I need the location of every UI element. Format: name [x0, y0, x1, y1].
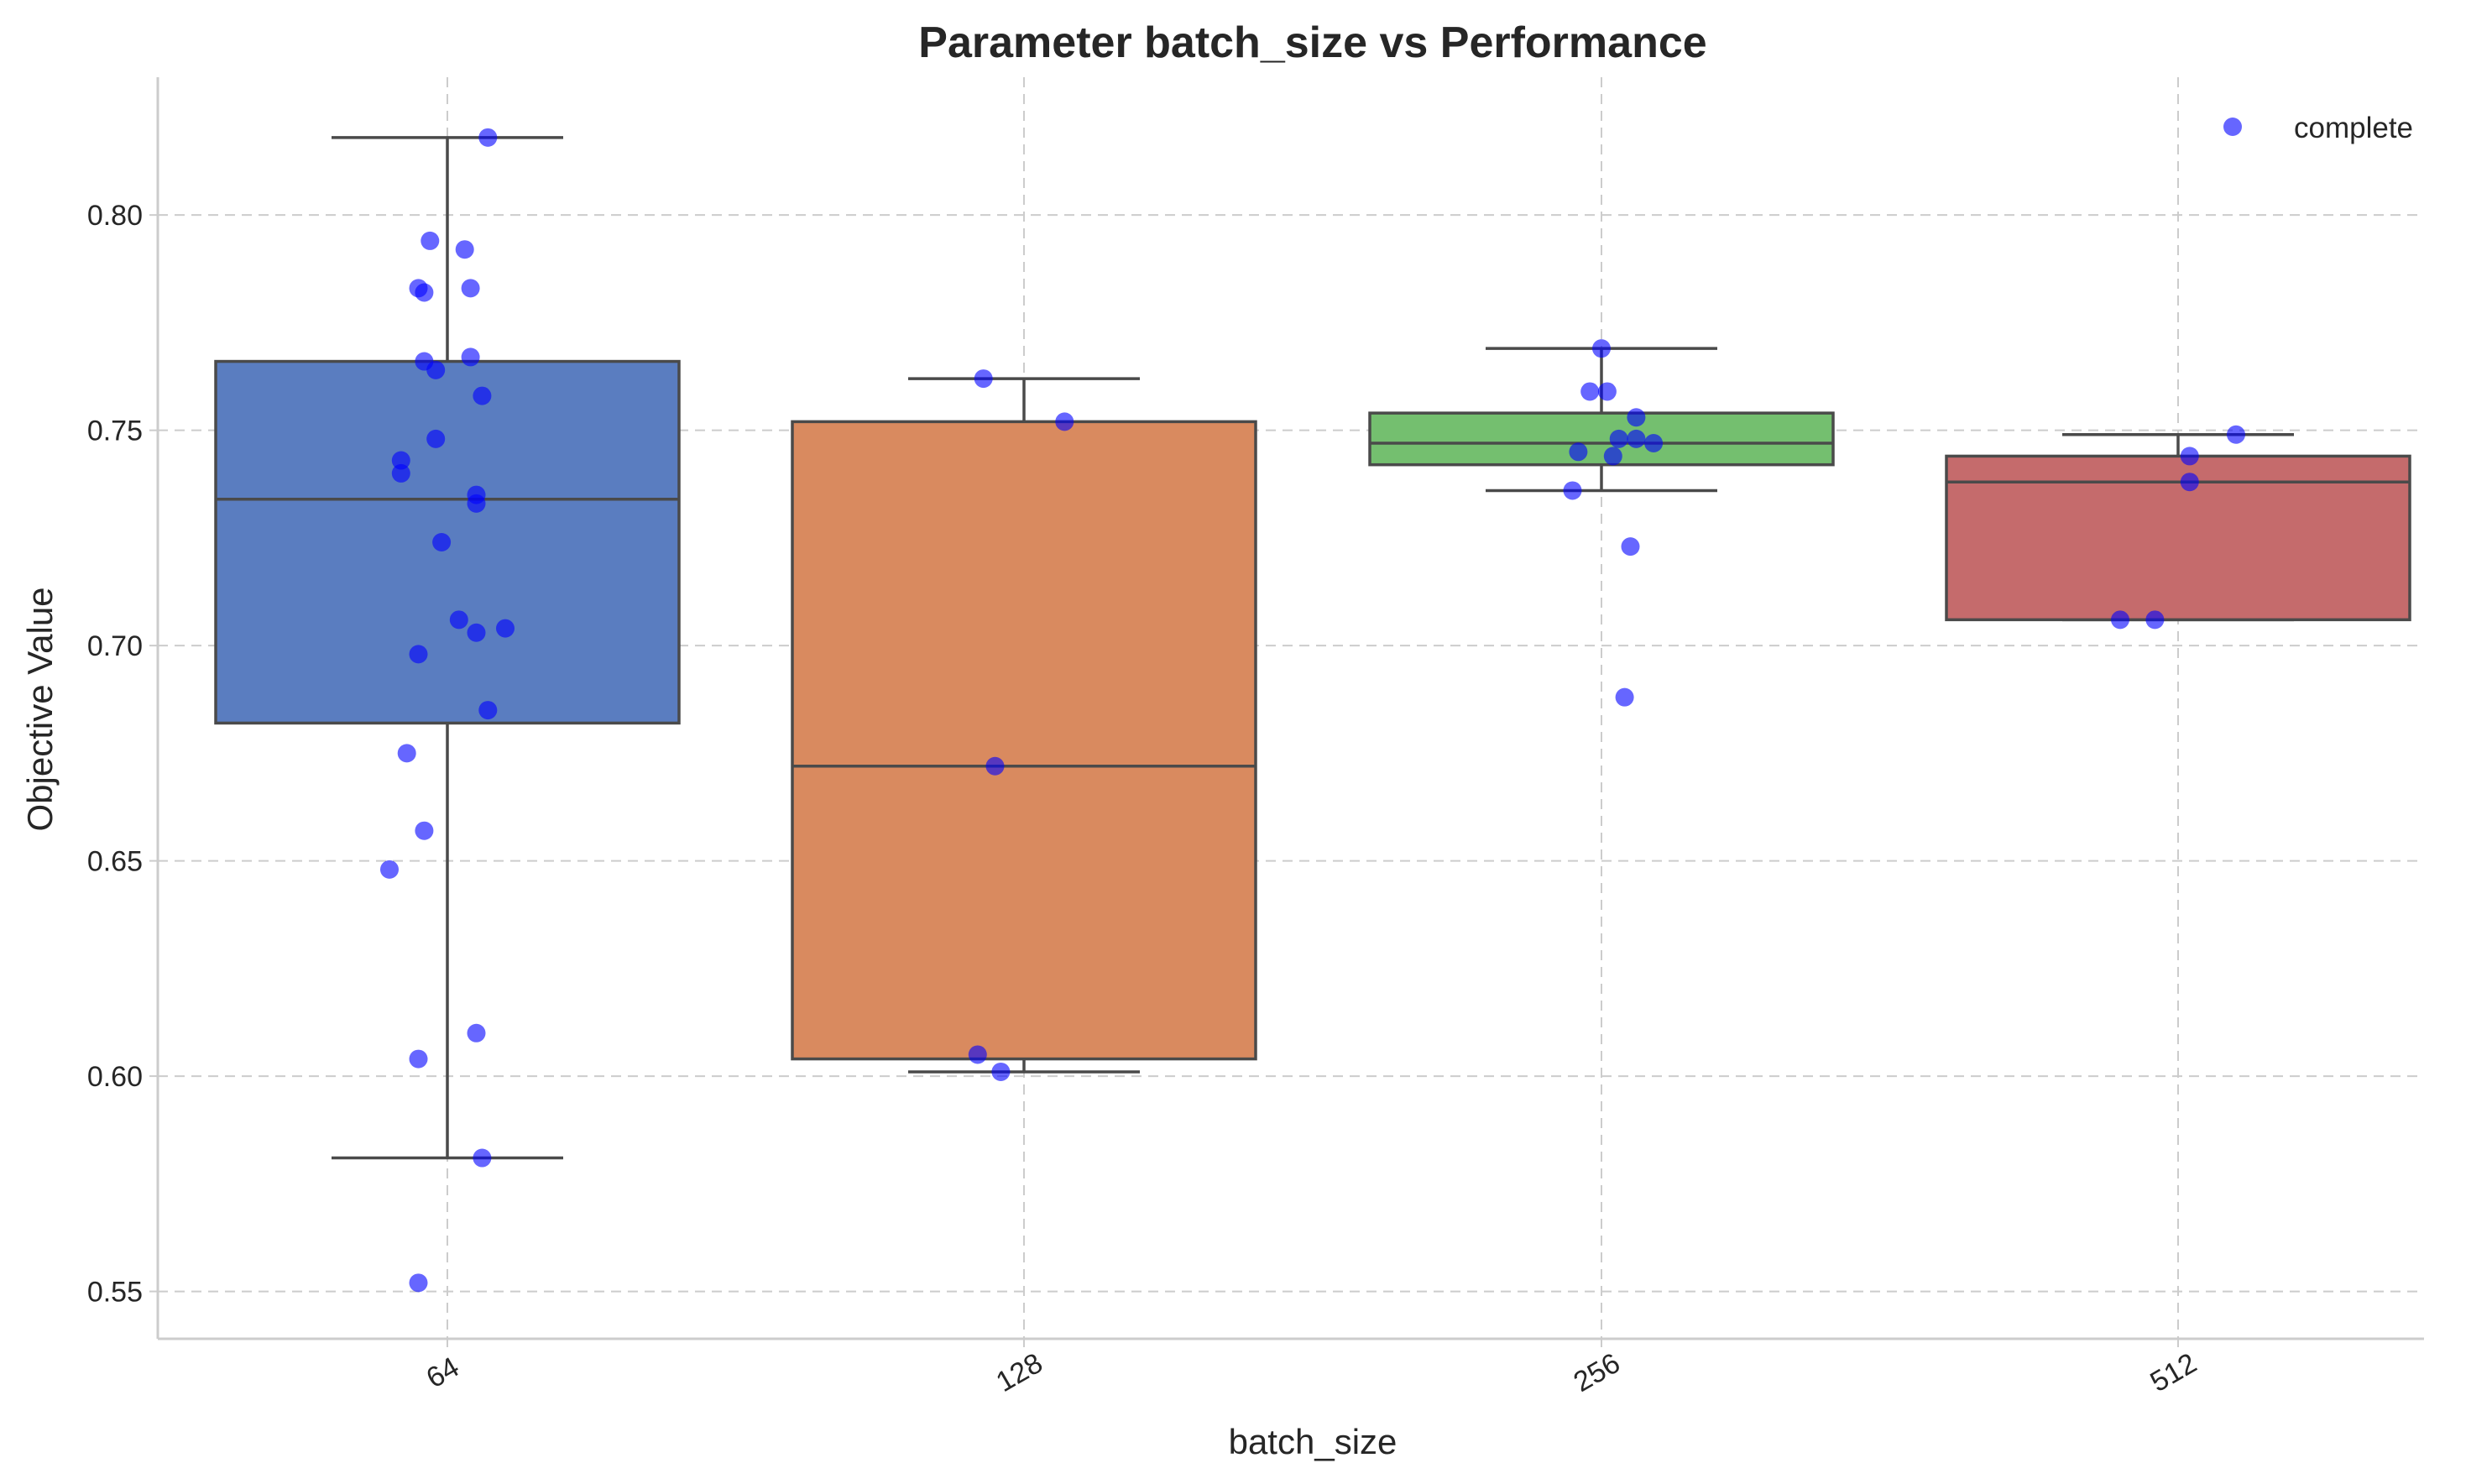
- data-point: [462, 279, 480, 297]
- legend-marker-complete: [2223, 118, 2242, 136]
- data-point: [1055, 412, 1074, 431]
- data-point: [2227, 426, 2245, 444]
- data-point: [986, 757, 1005, 776]
- data-point: [410, 1050, 428, 1069]
- data-point: [2181, 447, 2199, 465]
- y-tick-label: 0.55: [87, 1277, 143, 1309]
- data-point: [1564, 481, 1582, 499]
- data-point: [2111, 610, 2129, 629]
- data-point: [410, 645, 428, 663]
- legend-label-complete: complete: [2294, 112, 2413, 144]
- data-point: [432, 533, 451, 551]
- legend: complete: [2223, 112, 2413, 144]
- data-point: [1610, 430, 1628, 448]
- x-axis-label: batch_size: [1229, 1422, 1398, 1461]
- data-point: [415, 822, 433, 840]
- box-256: [1370, 348, 1833, 490]
- data-point: [473, 387, 491, 405]
- data-point: [2181, 473, 2199, 491]
- data-point: [1592, 339, 1611, 358]
- data-point: [473, 1149, 491, 1168]
- data-point: [421, 232, 439, 250]
- y-axis-label: Objective Value: [20, 587, 60, 831]
- data-point: [1604, 447, 1622, 465]
- data-point: [426, 430, 445, 448]
- x-tick-labels: 64 128 256 512: [421, 1339, 2202, 1398]
- y-tick-labels: 0.55 0.60 0.65 0.70 0.75 0.80: [87, 200, 158, 1308]
- data-point: [1580, 382, 1599, 400]
- data-point: [1627, 430, 1645, 448]
- data-point: [468, 624, 486, 642]
- data-point: [450, 610, 468, 629]
- data-point: [974, 369, 993, 388]
- data-point: [468, 494, 486, 513]
- box-body: [1370, 413, 1833, 465]
- box-layer: [216, 138, 2410, 1158]
- box-128: [792, 379, 1256, 1072]
- data-point: [392, 464, 410, 483]
- data-point: [478, 701, 497, 719]
- data-point: [478, 128, 497, 147]
- y-tick-label: 0.80: [87, 200, 143, 232]
- box-512: [1946, 435, 2410, 620]
- x-tick-label: 128: [990, 1347, 1047, 1398]
- box-body: [792, 421, 1256, 1058]
- data-point: [398, 744, 416, 762]
- x-tick-label: 512: [2145, 1347, 2202, 1398]
- data-point: [496, 619, 515, 638]
- data-point: [991, 1063, 1010, 1081]
- data-point: [969, 1045, 987, 1063]
- data-point: [1644, 434, 1663, 452]
- y-tick-label: 0.60: [87, 1061, 143, 1093]
- data-point: [415, 283, 433, 301]
- data-point: [2145, 610, 2164, 629]
- x-tick-label: 256: [1568, 1347, 1625, 1398]
- data-point: [462, 347, 480, 366]
- data-point: [1622, 537, 1640, 556]
- chart-title: Parameter batch_size vs Performance: [918, 18, 1706, 67]
- data-point: [1598, 382, 1617, 400]
- box-64: [216, 138, 679, 1158]
- y-tick-label: 0.70: [87, 630, 143, 662]
- x-tick-label: 64: [421, 1351, 465, 1395]
- data-point: [380, 860, 399, 879]
- data-point: [426, 361, 445, 379]
- data-point: [1569, 442, 1587, 461]
- data-point: [410, 1273, 428, 1292]
- data-point: [456, 240, 474, 259]
- data-point: [1627, 408, 1645, 426]
- y-tick-label: 0.75: [87, 415, 143, 447]
- data-point: [468, 1024, 486, 1042]
- data-point: [1616, 688, 1634, 707]
- y-tick-label: 0.65: [87, 846, 143, 878]
